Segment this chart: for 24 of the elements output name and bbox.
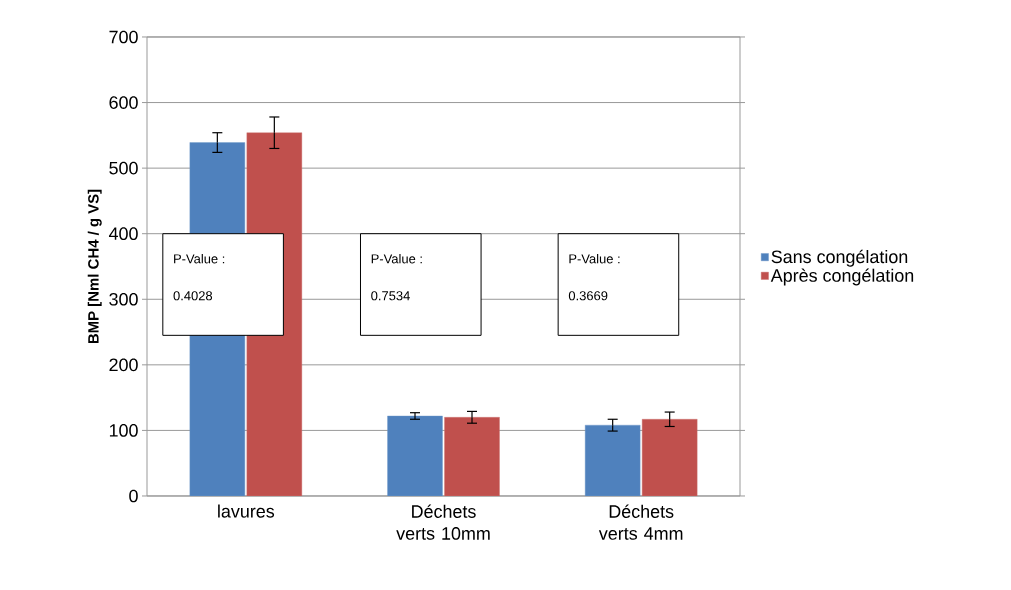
annotation: 0.3669 <box>568 291 608 301</box>
x-tick-label: lavures <box>218 504 275 518</box>
y-tick-label: 400 <box>108 227 138 241</box>
annotation: P-Value : <box>371 253 422 264</box>
legend-label: Après congélation <box>770 268 914 286</box>
annotation: P-Value : <box>174 253 225 264</box>
bar <box>387 415 443 496</box>
y-tick-label: 700 <box>109 30 138 44</box>
y-tick-label: 200 <box>109 358 138 372</box>
y-tick-label: 300 <box>109 292 138 306</box>
y-tick-label: 600 <box>109 96 138 109</box>
bar <box>444 417 500 496</box>
x-tick-label: Déchets verts 10mm <box>396 504 490 540</box>
x-tick-label: Déchets verts 4mm <box>598 504 683 540</box>
annotation: 0.7534 <box>371 291 410 301</box>
bar <box>584 424 641 496</box>
y-tick-label: 500 <box>109 161 138 175</box>
bar <box>641 419 698 496</box>
y-axis-title: BMP [Nml CH4 / g VS] <box>87 189 102 344</box>
annotation: P-Value : <box>569 253 620 264</box>
y-tick-label: 100 <box>109 424 138 437</box>
y-tick-label: 0 <box>129 489 138 503</box>
legend-label: Sans congélation <box>771 249 908 267</box>
annotation: 0.4028 <box>173 291 213 301</box>
